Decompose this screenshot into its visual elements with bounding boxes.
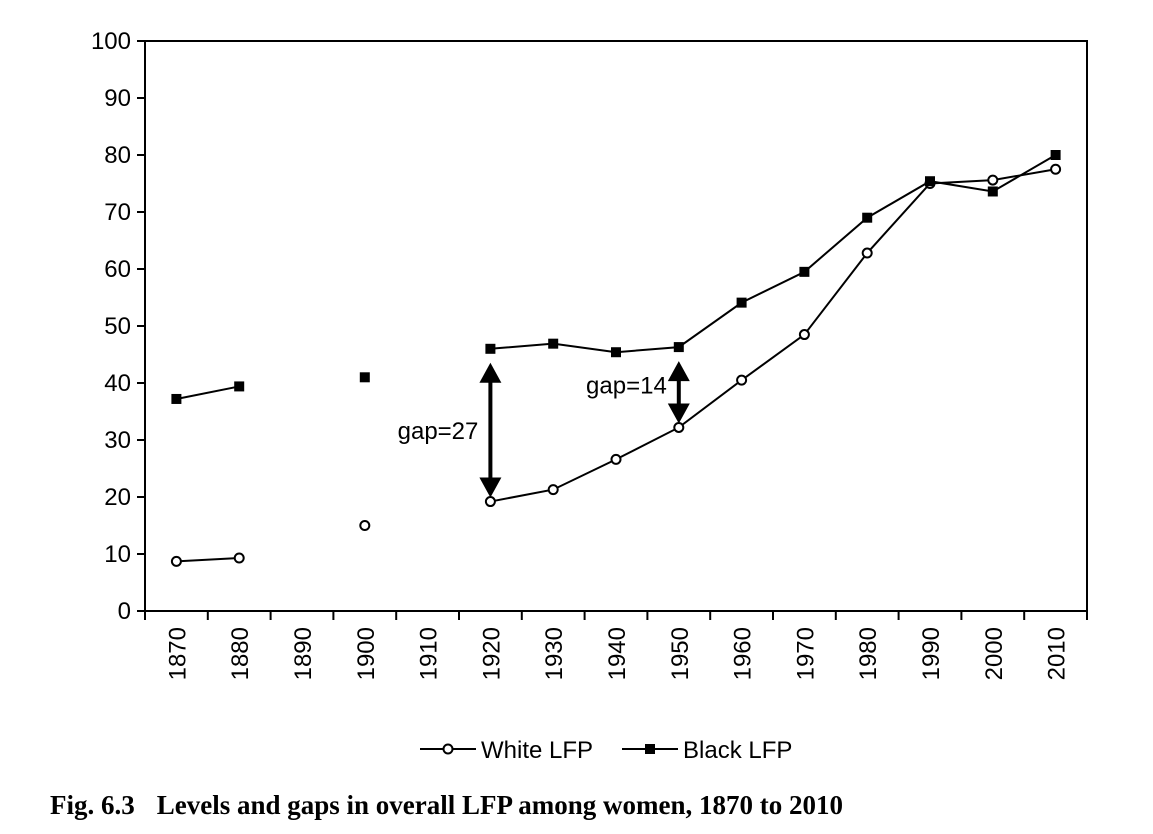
legend-label: Black LFP bbox=[683, 737, 792, 764]
x-tick-label: 1970 bbox=[792, 627, 819, 680]
x-tick-label: 1920 bbox=[478, 627, 505, 680]
data-point bbox=[359, 372, 370, 383]
series bbox=[170, 150, 1062, 567]
y-tick-label: 40 bbox=[104, 370, 131, 397]
legend: White LFP Black LFP bbox=[420, 737, 792, 764]
x-tick-label: 1930 bbox=[541, 627, 568, 680]
data-point bbox=[484, 496, 496, 508]
y-tick-label: 100 bbox=[91, 28, 131, 55]
y-tick-label: 50 bbox=[104, 313, 131, 340]
series-line bbox=[490, 154, 1057, 354]
gap-annotation: gap=14 bbox=[586, 361, 690, 424]
data-point bbox=[548, 338, 559, 349]
gap-arrow-head-up bbox=[667, 361, 690, 382]
data-point bbox=[547, 484, 559, 496]
x-tick-label: 1870 bbox=[164, 627, 191, 680]
series-black-lfp bbox=[171, 150, 1061, 404]
y-tick-label: 30 bbox=[104, 427, 131, 454]
y-tick-label: 60 bbox=[104, 256, 131, 283]
series-line bbox=[490, 168, 1056, 503]
lfp-chart: 0 10 20 30 40 50 60 70 80 90 100 1870 1880 1890 1900 19… bbox=[91, 28, 1088, 764]
data-point bbox=[611, 347, 621, 358]
data-point bbox=[861, 247, 873, 259]
data-point bbox=[485, 343, 496, 354]
gap-annotation: gap=27 bbox=[398, 362, 502, 498]
x-tick-label: 2000 bbox=[981, 627, 1008, 680]
data-point bbox=[234, 381, 245, 392]
data-point bbox=[233, 552, 245, 564]
figure-caption-text: Levels and gaps in overall LFP among wom… bbox=[156, 790, 844, 820]
axes bbox=[144, 40, 1088, 612]
x-tick-label: 1950 bbox=[667, 627, 694, 680]
data-point bbox=[673, 342, 684, 353]
x-tick-label: 1890 bbox=[290, 627, 317, 680]
series-white-lfp bbox=[170, 163, 1062, 567]
y-tick-label: 70 bbox=[104, 199, 131, 226]
x-tick-label: 1940 bbox=[604, 627, 631, 680]
gap-arrow-head-up bbox=[479, 362, 502, 383]
data-point bbox=[862, 212, 873, 223]
plot-frame bbox=[144, 40, 1088, 612]
data-point bbox=[987, 174, 999, 186]
x-tick-label: 1910 bbox=[416, 627, 443, 680]
data-point bbox=[798, 329, 810, 341]
data-point bbox=[925, 176, 935, 187]
ticks: 0 10 20 30 40 50 60 70 80 90 100 1870 1880 1890 1900 19… bbox=[91, 28, 1088, 680]
gap-arrow-head-down bbox=[667, 403, 690, 424]
data-point bbox=[610, 453, 622, 465]
gap-label: gap=27 bbox=[398, 418, 479, 445]
series-line bbox=[176, 556, 240, 563]
legend-item-white-lfp: White LFP bbox=[420, 737, 593, 764]
data-point bbox=[1050, 150, 1061, 160]
y-tick-label: 0 bbox=[118, 598, 131, 625]
x-tick-label: 2010 bbox=[1044, 627, 1071, 680]
legend-item-black-lfp: Black LFP bbox=[622, 737, 792, 764]
annotations: gap=27 gap=14 bbox=[398, 361, 690, 498]
data-point bbox=[673, 421, 685, 433]
y-tick-label: 10 bbox=[104, 541, 131, 568]
x-tick-label: 1990 bbox=[918, 627, 945, 680]
data-point bbox=[987, 186, 998, 197]
figure-number: Fig. 6.3 bbox=[50, 790, 135, 820]
gap-arrow-head-down bbox=[479, 477, 502, 498]
x-tick-label: 1980 bbox=[855, 627, 882, 680]
x-tick-label: 1960 bbox=[730, 627, 757, 680]
data-point bbox=[799, 266, 810, 277]
data-point bbox=[736, 374, 748, 386]
gap-label: gap=14 bbox=[586, 372, 667, 399]
data-point bbox=[359, 520, 371, 531]
y-tick-label: 90 bbox=[104, 85, 131, 112]
legend-label: White LFP bbox=[481, 737, 593, 764]
y-tick-label: 20 bbox=[104, 484, 131, 511]
data-point bbox=[736, 297, 747, 308]
legend-marker bbox=[645, 744, 655, 754]
data-point bbox=[170, 555, 182, 567]
y-tick-label: 80 bbox=[104, 142, 131, 169]
legend-marker bbox=[442, 743, 454, 755]
x-tick-label: 1880 bbox=[227, 627, 254, 680]
figure-caption: Fig. 6.3 Levels and gaps in overall LFP a… bbox=[50, 790, 843, 821]
series-line bbox=[176, 385, 240, 400]
data-point bbox=[1050, 163, 1062, 175]
data-point bbox=[171, 393, 182, 404]
x-tick-label: 1900 bbox=[353, 627, 380, 680]
